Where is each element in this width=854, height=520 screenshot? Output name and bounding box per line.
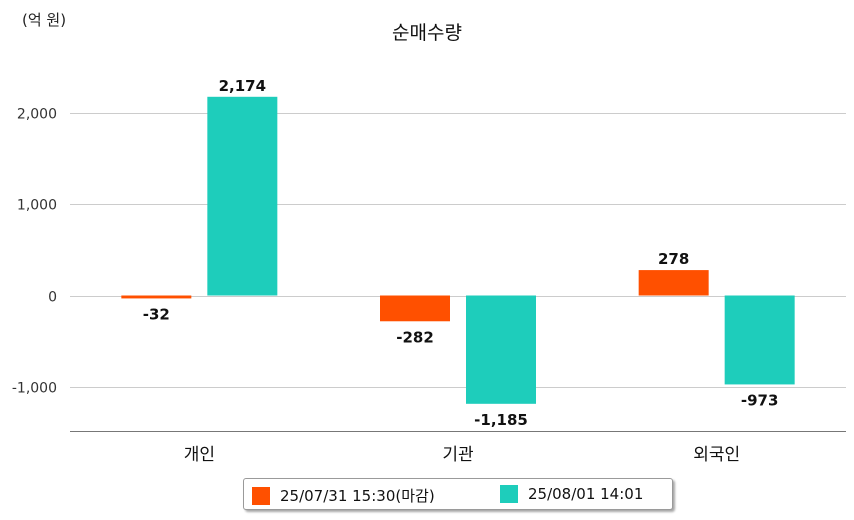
legend-item-series-1[interactable]: 25/07/31 15:30(마감) (252, 485, 435, 506)
bar (466, 295, 536, 404)
unit-label: (억 원) (22, 11, 67, 29)
x-tick-label: 기관 (442, 445, 473, 465)
legend-item-series-2[interactable]: 25/08/01 14:01 (500, 485, 643, 503)
y-tick-label: 1,000 (17, 198, 57, 214)
data-label: 278 (658, 250, 689, 268)
x-tick-label: 외국인 (693, 445, 740, 465)
bar (207, 96, 278, 296)
bar (380, 295, 450, 322)
bar-chart: 2,000 1,000 0 -1,000 개인 -32 2,174 기관 -282 -1,185 외… (12, 77, 846, 465)
x-tick-label: 개인 (184, 445, 215, 465)
bar (121, 295, 192, 299)
legend-label-series-2: 25/08/01 14:01 (528, 485, 644, 503)
y-tick-label: -1,000 (12, 381, 57, 397)
data-label: -973 (741, 391, 779, 409)
legend-label-series-1: 25/07/31 15:30(마감) (280, 487, 435, 505)
y-tick-label: 0 (48, 290, 57, 306)
y-tick-label: 2,000 (17, 107, 57, 123)
data-label: -1,185 (474, 411, 528, 429)
bar (638, 270, 709, 296)
bar (724, 295, 795, 385)
legend: 25/07/31 15:30(마감) 25/08/01 14:01 (243, 478, 673, 510)
data-label: -282 (396, 328, 434, 346)
data-label: 2,174 (219, 77, 266, 95)
data-label: -32 (143, 305, 170, 323)
legend-swatch-series-2 (500, 485, 518, 503)
chart-title: 순매수량 (392, 22, 462, 44)
legend-swatch-series-1 (252, 486, 270, 505)
